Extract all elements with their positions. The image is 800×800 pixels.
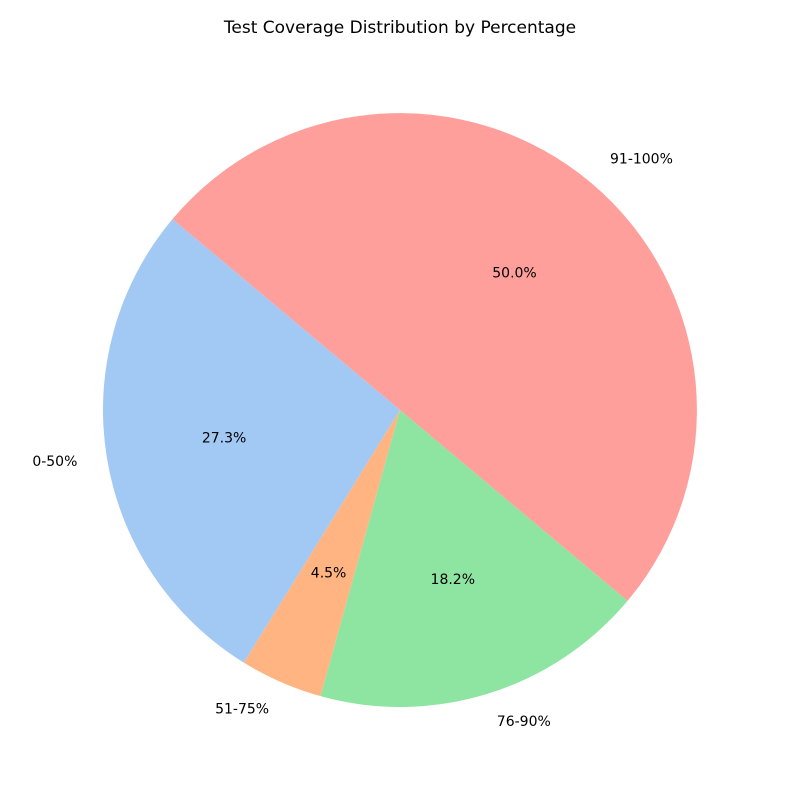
slice-pct-label: 27.3% [202, 430, 246, 446]
slice-pct-label: 18.2% [431, 572, 475, 588]
chart-title: Test Coverage Distribution by Percentage [223, 18, 577, 38]
pie-slice-76-90pct [320, 410, 628, 708]
pie-slice-51-75pct [243, 410, 400, 697]
slice-label: 91-100% [610, 152, 673, 168]
slice-pct-label: 50.0% [492, 266, 536, 282]
slice-label: 51-75% [215, 701, 269, 717]
slice-label: 0-50% [32, 454, 77, 470]
slice-pct-label: 4.5% [311, 565, 347, 581]
slice-label: 76-90% [497, 714, 551, 730]
pie-slice-0-50pct [102, 219, 400, 663]
pie-slice-91-100pct [172, 113, 697, 601]
